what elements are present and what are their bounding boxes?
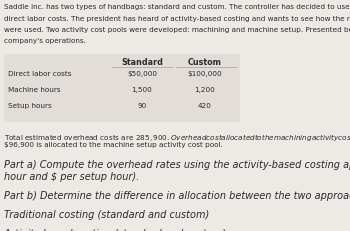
Text: 1,500: 1,500 xyxy=(132,87,152,93)
Text: 1,200: 1,200 xyxy=(195,87,215,93)
Text: $50,000: $50,000 xyxy=(127,71,157,77)
FancyBboxPatch shape xyxy=(4,54,240,122)
Text: hour and $ per setup hour).: hour and $ per setup hour). xyxy=(4,172,139,182)
Text: Saddle Inc. has two types of handbags: standard and custom. The controller has d: Saddle Inc. has two types of handbags: s… xyxy=(4,4,350,10)
Text: Part b) Determine the difference in allocation between the two approaches.: Part b) Determine the difference in allo… xyxy=(4,191,350,201)
Text: $100,000: $100,000 xyxy=(188,71,222,77)
Text: Custom: Custom xyxy=(188,58,222,67)
Text: 420: 420 xyxy=(198,103,212,109)
Text: company's operations.: company's operations. xyxy=(4,39,86,45)
Text: Traditional costing (standard and custom): Traditional costing (standard and custom… xyxy=(4,210,209,220)
Text: Machine hours: Machine hours xyxy=(8,87,61,93)
Text: Activity-based costing (standard and custom).: Activity-based costing (standard and cus… xyxy=(4,229,230,231)
Text: Total estimated overhead costs are $285,900. Overhead cost allocated to the mach: Total estimated overhead costs are $285,… xyxy=(4,132,350,143)
Text: direct labor costs. The president has heard of activity-based costing and wants : direct labor costs. The president has he… xyxy=(4,15,350,21)
Text: Part a) Compute the overhead rates using the activity-based costing approach. (i: Part a) Compute the overhead rates using… xyxy=(4,160,350,170)
Text: 90: 90 xyxy=(137,103,147,109)
Text: $96,900 is allocated to the machine setup activity cost pool.: $96,900 is allocated to the machine setu… xyxy=(4,143,223,149)
Text: Direct labor costs: Direct labor costs xyxy=(8,71,71,77)
Text: Setup hours: Setup hours xyxy=(8,103,52,109)
Text: were used. Two activity cost pools were developed: machining and machine setup. : were used. Two activity cost pools were … xyxy=(4,27,350,33)
Text: Standard: Standard xyxy=(121,58,163,67)
